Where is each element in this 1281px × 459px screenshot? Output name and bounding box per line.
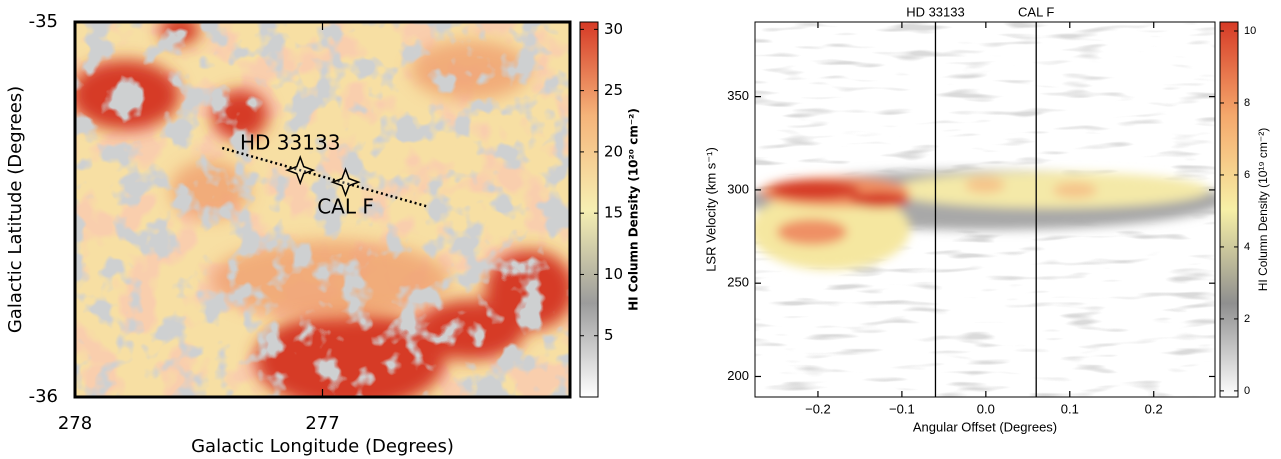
y-tick-label: 350: [727, 88, 749, 103]
y-tick-label: 200: [727, 368, 749, 383]
colorbar-tick-label: 0: [1244, 385, 1250, 397]
x-tick-label: 0.2: [1145, 401, 1163, 416]
x-tick-label: 0.0: [977, 401, 995, 416]
x-tick-label: 278: [58, 413, 92, 434]
x-axis-label: Angular Offset (Degrees): [913, 419, 1057, 434]
star-marker: [285, 154, 316, 186]
position-velocity-image: [755, 22, 1215, 397]
colorbar-tick-label: 10: [1244, 25, 1256, 37]
colorbar: [1219, 21, 1239, 398]
colorbar-tick-label: 8: [1244, 97, 1250, 109]
colorbar-tick-label: 2: [1244, 313, 1250, 325]
colorbar-tick-label: 4: [1244, 241, 1250, 253]
plot-frame: [754, 21, 1216, 398]
colorbar-label: HI Column Density (10¹⁹ cm⁻²): [1256, 128, 1270, 292]
x-tick-label: −0.1: [889, 401, 915, 416]
star-label: CAL F: [1018, 4, 1054, 19]
x-tick-label: 0.1: [1061, 401, 1079, 416]
colorbar: [579, 21, 599, 398]
colorbar-tick-label: 30: [604, 20, 623, 38]
y-axis-label: Galactic Latitude (Degrees): [5, 86, 26, 333]
x-tick-label: 277: [305, 413, 339, 434]
y-tick-label: 250: [727, 275, 749, 290]
x-axis-label: Galactic Longitude (Degrees): [191, 436, 454, 457]
colorbar-label: HI Column Density (10²⁰ cm⁻²): [627, 108, 641, 311]
column-density-map: [75, 22, 570, 397]
star-marker: [330, 166, 361, 198]
colorbar-tick-label: 10: [604, 265, 623, 283]
star-label: HD 33133: [240, 131, 340, 155]
x-tick-label: −0.2: [805, 401, 831, 416]
colorbar-tick-label: 6: [1244, 169, 1250, 181]
y-axis-label: LSR Velocity (km s⁻¹): [703, 147, 718, 272]
y-tick-label: -36: [29, 386, 58, 407]
colorbar-tick-label: 5: [604, 326, 614, 344]
colorbar-tick-label: 20: [604, 142, 623, 160]
colorbar-tick-label: 25: [604, 81, 623, 99]
colorbar-tick-label: 15: [604, 204, 623, 222]
y-tick-label: 300: [727, 181, 749, 196]
y-tick-label: -35: [29, 11, 58, 32]
sight-line: [221, 146, 430, 209]
star-label: CAL F: [317, 195, 374, 219]
star-label: HD 33133: [906, 4, 965, 19]
